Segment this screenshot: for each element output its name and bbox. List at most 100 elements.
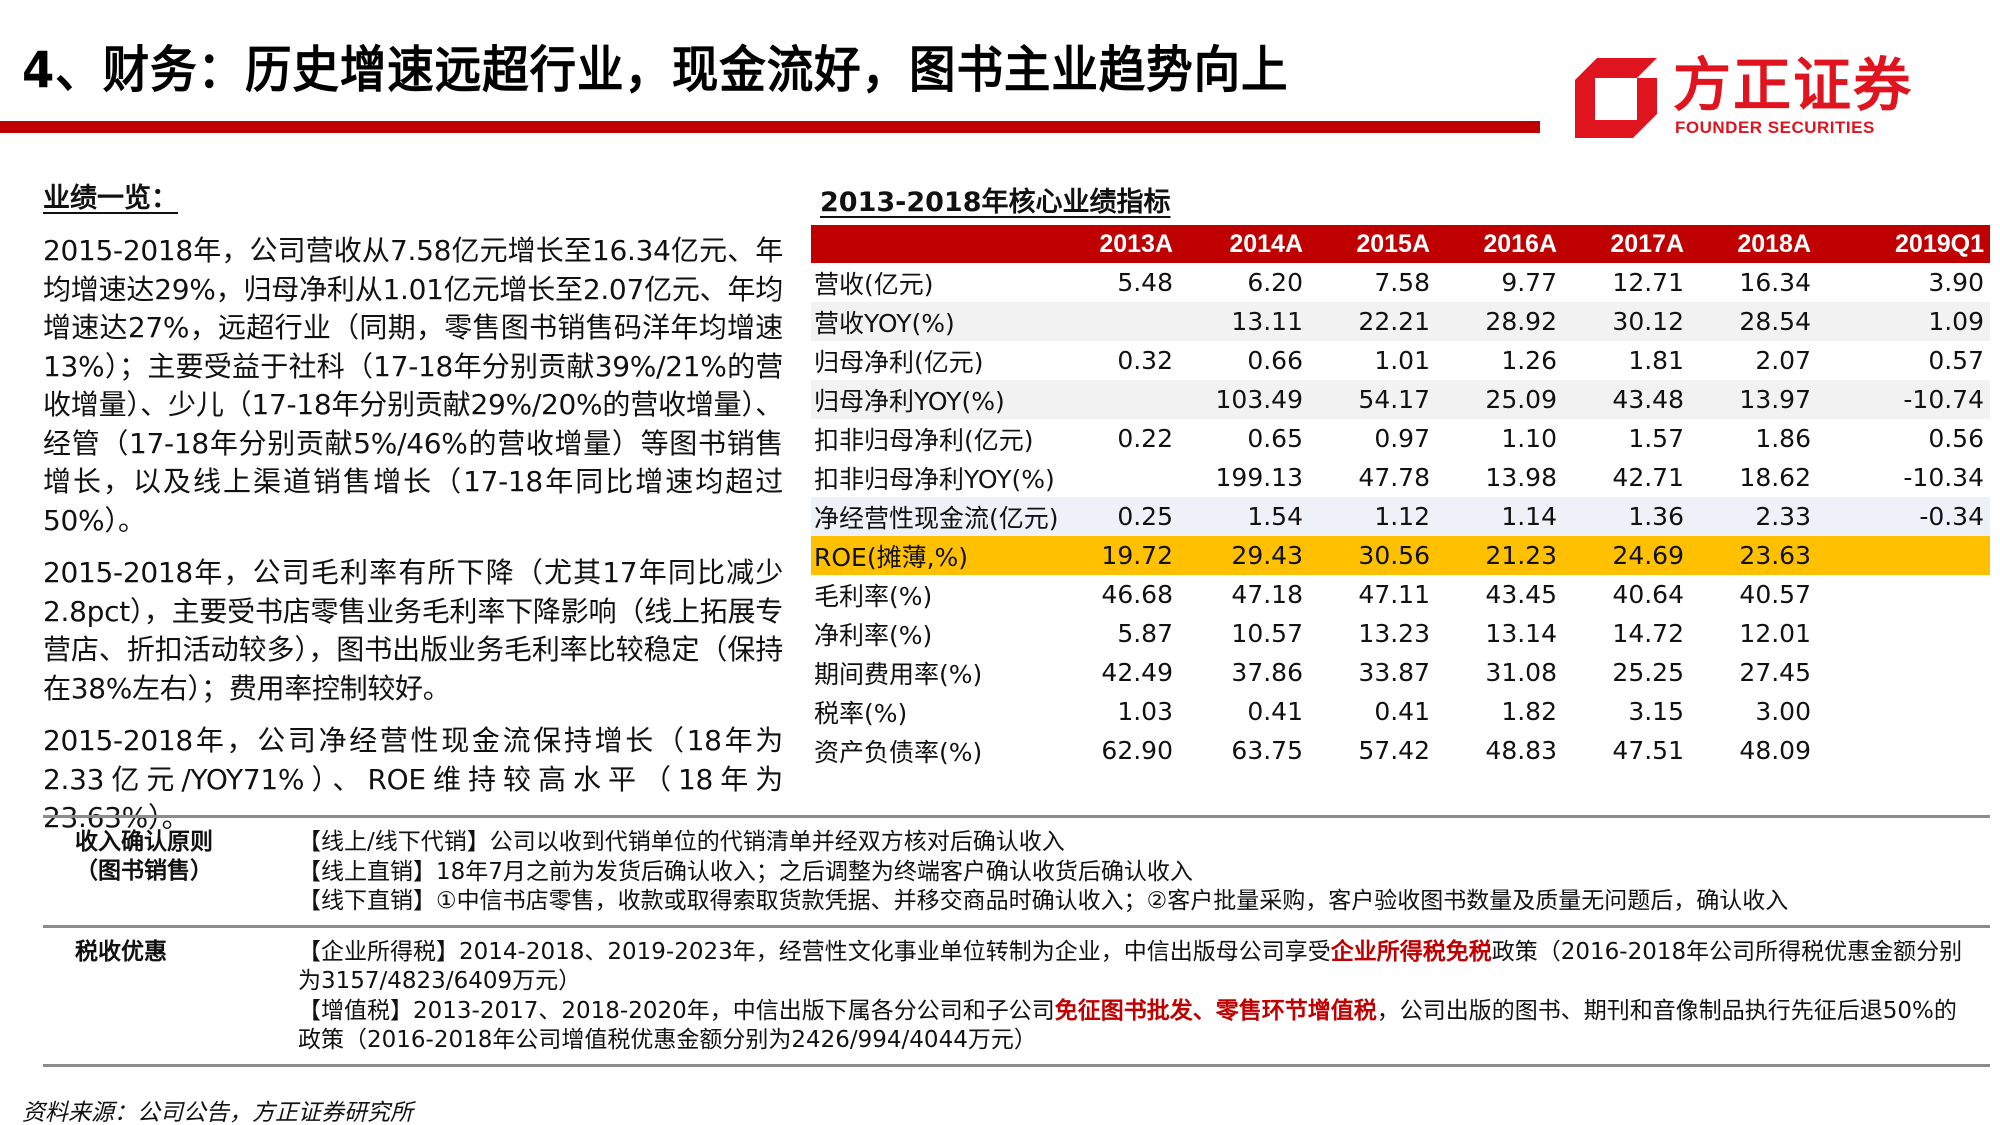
table-cell: 6.20 <box>1247 268 1303 297</box>
table-cell: 1.82 <box>1501 697 1557 726</box>
logo-mark-icon <box>1575 58 1657 138</box>
column-header-year: 2019Q1 <box>1817 225 1990 263</box>
summary-heading: 业绩一览： <box>43 183 178 214</box>
note-corporate-income-tax: 【企业所得税】2014-2018、2019-2023年，经营性文化事业单位转制为… <box>298 938 1970 997</box>
revenue-recognition-block: 收入确认原则 （图书销售） 【线上/线下代销】公司以收到代销单位的代销清单并经双… <box>43 815 1990 925</box>
table-cell: 1.10 <box>1501 424 1557 453</box>
note-line-online-offline-consignment: 【线上/线下代销】公司以收到代销单位的代销清单并经双方核对后确认收入 <box>298 829 1065 855</box>
founder-securities-logo: 方正证券 FOUNDER SECURITIES <box>1575 52 1915 144</box>
table-cell: 13.98 <box>1485 463 1557 492</box>
revenue-recognition-label: 收入确认原则 （图书销售） <box>43 828 298 917</box>
table-cell: 0.66 <box>1247 346 1303 375</box>
table-cell: 1.26 <box>1501 346 1557 375</box>
table-cell: 1.03 <box>1117 697 1173 726</box>
table-cell: 2.33 <box>1690 497 1817 536</box>
table-cell <box>1817 653 1990 692</box>
row-label: 营收(亿元) <box>814 269 934 299</box>
table-cell: 47.78 <box>1358 463 1430 492</box>
table-cell: 1.01 <box>1374 346 1430 375</box>
table-cell: 0.32 <box>1117 346 1173 375</box>
table-cell: 13.14 <box>1485 619 1557 648</box>
highlight-text: 企业所得税免税 <box>1330 938 1492 965</box>
table-cell: 0.65 <box>1247 424 1303 453</box>
table-cell: 13.11 <box>1179 302 1309 341</box>
row-label: 营收YOY(%) <box>811 302 1049 341</box>
table-cell <box>1817 536 1990 575</box>
row-label: 期间费用率(%) <box>814 659 983 689</box>
table-cell: 0.97 <box>1374 424 1430 453</box>
row-label: 扣非归母净利YOY(%) <box>814 464 1055 494</box>
table-cell: 33.87 <box>1358 658 1430 687</box>
summary-section: 业绩一览： 2015-2018年，公司营收从7.58亿元增长至16.34亿元、年… <box>43 176 783 852</box>
table-cell: 7.58 <box>1374 268 1430 297</box>
column-header-label <box>811 225 1049 263</box>
table-cell: 48.83 <box>1485 736 1557 765</box>
table-cell: 25.09 <box>1436 380 1563 419</box>
summary-paragraph-growth: 2015-2018年，公司营收从7.58亿元增长至16.34亿元、年均增速达29… <box>43 234 783 537</box>
table-cell: 40.64 <box>1612 580 1684 609</box>
table-cell: 54.17 <box>1309 380 1436 419</box>
column-header-year: 2013A <box>1049 225 1179 263</box>
table-cell: 28.54 <box>1690 302 1817 341</box>
table-cell <box>1817 614 1990 653</box>
label-line: （图书销售） <box>75 858 213 884</box>
note-line-offline-direct: 【线下直销】①中信书店零售，收款或取得索取货款凭据、并移交商品时确认收入；②客户… <box>298 888 1789 914</box>
table-cell: 19.72 <box>1049 536 1179 575</box>
table-cell: 22.21 <box>1309 302 1436 341</box>
tax-benefit-body: 【企业所得税】2014-2018、2019-2023年，经营性文化事业单位转制为… <box>298 938 1990 1056</box>
table-cell: 0.41 <box>1247 697 1303 726</box>
table-cell <box>1817 731 1990 770</box>
table-cell: 2.07 <box>1755 346 1811 375</box>
table-cell: 57.42 <box>1358 736 1430 765</box>
table-cell: 43.45 <box>1485 580 1557 609</box>
table-row: 营收(亿元) 5.48 6.20 7.58 9.77 12.71 16.34 3.90 <box>811 263 1990 302</box>
table-cell: 0.57 <box>1928 346 1984 375</box>
table-cell <box>1049 380 1179 419</box>
table-cell: 23.63 <box>1690 536 1817 575</box>
table-cell: -10.74 <box>1817 380 1990 419</box>
tax-benefit-label: 税收优惠 <box>75 938 167 965</box>
table-cell: 3.00 <box>1755 697 1811 726</box>
table-cell: 1.09 <box>1817 302 1990 341</box>
table-cell <box>1817 575 1990 614</box>
table-row: 毛利率(%) 46.68 47.18 47.11 43.45 40.64 40.57 <box>811 575 1990 614</box>
table-cell: 5.48 <box>1117 268 1173 297</box>
table-cell: 12.71 <box>1612 268 1684 297</box>
table-cell: 43.48 <box>1563 380 1690 419</box>
revenue-recognition-body: 【线上/线下代销】公司以收到代销单位的代销清单并经双方核对后确认收入 【线上直销… <box>298 828 1990 917</box>
table-row: 归母净利(亿元) 0.32 0.66 1.01 1.26 1.81 2.07 0.57 <box>811 341 1990 380</box>
column-header-year: 2017A <box>1563 225 1690 263</box>
table-title: 2013-2018年核心业绩指标 <box>820 187 1171 218</box>
table-cell: 31.08 <box>1485 658 1557 687</box>
table-row: ROE(摊薄,%) 19.72 29.43 30.56 21.23 24.69 23.63 <box>811 536 1990 575</box>
table-cell: 199.13 <box>1215 463 1303 492</box>
table-cell: 9.77 <box>1501 268 1557 297</box>
table-row: 营收YOY(%) 13.11 22.21 28.92 30.12 28.54 1.09 <box>811 302 1990 341</box>
table-row: 期间费用率(%) 42.49 37.86 33.87 31.08 25.25 27.45 <box>811 653 1990 692</box>
table-cell: 21.23 <box>1436 536 1563 575</box>
row-label: 税率(%) <box>814 698 908 728</box>
row-label: 净经营性现金流(亿元) <box>811 497 1059 536</box>
table-cell: 40.57 <box>1739 580 1811 609</box>
table-cell: 46.68 <box>1101 580 1173 609</box>
table-cell: 24.69 <box>1563 536 1690 575</box>
table-cell: 0.25 <box>1049 497 1179 536</box>
row-label: 归母净利(亿元) <box>814 347 984 377</box>
table-row: 扣非归母净利(亿元) 0.22 0.65 0.97 1.10 1.57 1.86 0.56 <box>811 419 1990 458</box>
page-title: 4、财务：历史增速远超行业，现金流好，图书主业趋势向上 <box>22 41 1289 99</box>
table-cell: 42.49 <box>1101 658 1173 687</box>
table-cell: 0.56 <box>1928 424 1984 453</box>
title-underline-bar <box>0 121 1540 133</box>
table-cell: 1.54 <box>1179 497 1309 536</box>
text: ，公司出版的图书、期刊和音像制品执行先征后退50%的政策（2016-2018年公… <box>298 997 1957 1054</box>
table-cell: 30.12 <box>1563 302 1690 341</box>
row-label: 资产负债率(%) <box>814 737 983 767</box>
table-cell: 5.87 <box>1117 619 1173 648</box>
table-cell: 30.56 <box>1309 536 1436 575</box>
note-vat: 【增值税】2013-2017、2018-2020年，中信出版下属各分公司和子公司… <box>298 997 1970 1056</box>
table-row: 净经营性现金流(亿元) 0.25 1.54 1.12 1.14 1.36 2.33 -0.34 <box>811 497 1990 536</box>
column-header-year: 2014A <box>1179 225 1309 263</box>
row-label: 净利率(%) <box>814 620 933 650</box>
row-label: 归母净利YOY(%) <box>811 380 1049 419</box>
table-cell: 16.34 <box>1739 268 1811 297</box>
